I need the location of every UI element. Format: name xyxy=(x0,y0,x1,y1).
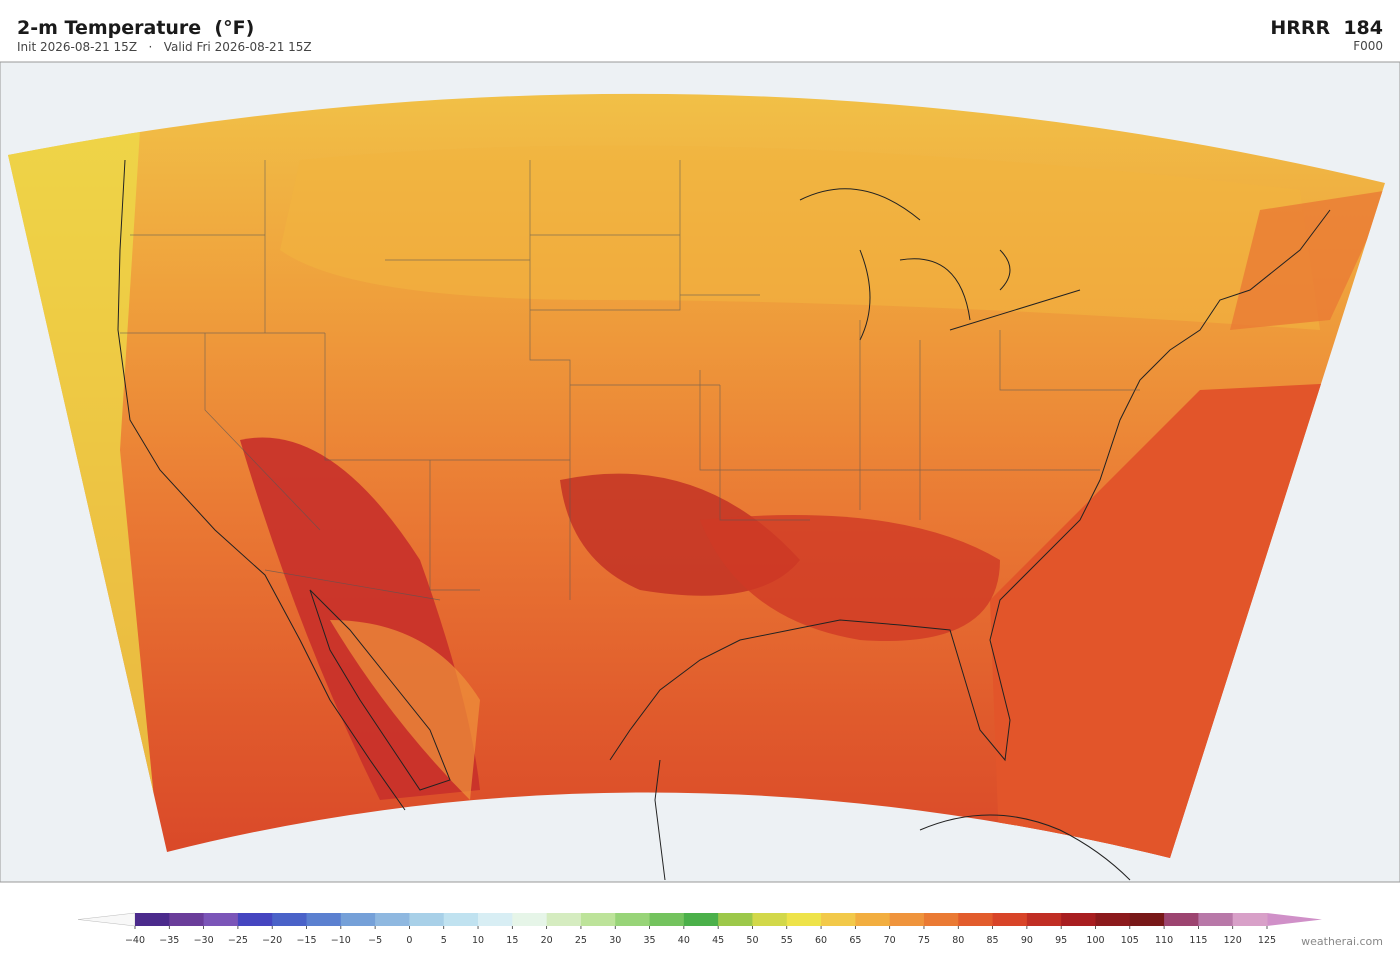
colorbar-bin xyxy=(718,913,753,926)
state-borders xyxy=(120,160,1140,601)
colorbar-bin xyxy=(1198,913,1234,926)
colorbar-under xyxy=(77,912,136,927)
colorbar-tick-label: 50 xyxy=(746,935,758,946)
colorbar-bin xyxy=(1095,913,1131,926)
colorbar-tick-label: 30 xyxy=(609,935,621,946)
title: 2-m Temperature (°F) xyxy=(17,17,254,39)
colorbar-over xyxy=(1267,913,1322,926)
colorbar-tick-label: 115 xyxy=(1189,935,1207,946)
colorbar-tick-label: 10 xyxy=(472,935,484,946)
colorbar-tick-label: 90 xyxy=(1021,935,1033,946)
colorbar-tick-label: −5 xyxy=(368,935,382,946)
colorbar-tick-label: 60 xyxy=(815,935,827,946)
colorbar-tick-label: 100 xyxy=(1086,935,1104,946)
colorbar-bin xyxy=(1164,913,1199,926)
colorbar-bin xyxy=(958,913,994,926)
colorbar-bin xyxy=(649,913,685,926)
colorbar-bin xyxy=(237,913,273,926)
coastlines xyxy=(117,159,1331,881)
colorbar-bin xyxy=(786,913,822,926)
colorbar-tick-label: 85 xyxy=(987,935,999,946)
colorbar-bin xyxy=(135,913,170,926)
colorbar-bin xyxy=(306,913,342,926)
colorbar-tick-label: 25 xyxy=(575,935,587,946)
colorbar-bin xyxy=(203,913,239,926)
colorbar-bin xyxy=(615,913,651,926)
colorbar-tick-label: 110 xyxy=(1155,935,1173,946)
forecast-hour: F000 xyxy=(1353,39,1383,53)
colorbar-tick-label: 40 xyxy=(678,935,690,946)
colorbar-bin xyxy=(1129,913,1165,926)
colorbar-bin xyxy=(409,913,445,926)
colorbar-tick-label: −10 xyxy=(331,935,351,946)
map xyxy=(0,61,1400,883)
colorbar-bin xyxy=(375,913,410,926)
colorbar-bin xyxy=(1026,913,1062,926)
colorbar-bin xyxy=(752,913,788,926)
colorbar-tick-label: −25 xyxy=(228,935,248,946)
colorbar-tick-label: 80 xyxy=(952,935,964,946)
colorbar-tick-label: 105 xyxy=(1121,935,1139,946)
colorbar-bin xyxy=(272,913,308,926)
colorbar-bin xyxy=(1232,913,1268,926)
colorbar-tick-label: −15 xyxy=(296,935,316,946)
colorbar-bin xyxy=(512,913,548,926)
colorbar-tick-label: 120 xyxy=(1224,935,1242,946)
colorbar-bin xyxy=(580,913,616,926)
colorbar-bin xyxy=(169,913,205,926)
colorbar-tick-label: 65 xyxy=(849,935,861,946)
credit: weatherai.com xyxy=(1301,935,1383,948)
colorbar-bin xyxy=(683,913,719,926)
colorbar-bin xyxy=(546,913,582,926)
colorbar-tick-label: 45 xyxy=(712,935,724,946)
colorbar-bin xyxy=(821,913,856,926)
colorbar-bin xyxy=(478,913,513,926)
colorbar-bin xyxy=(889,913,925,926)
colorbar-tick-label: 75 xyxy=(918,935,930,946)
colorbar-bin xyxy=(1061,913,1096,926)
colorbar-tick-label: −40 xyxy=(125,935,145,946)
colorbar-tick-label: 5 xyxy=(441,935,447,946)
colorbar-tick-label: 35 xyxy=(643,935,655,946)
colorbar-bin xyxy=(923,913,959,926)
colorbar-bin xyxy=(340,913,376,926)
colorbar-bin xyxy=(992,913,1028,926)
colorbar-bin xyxy=(443,913,479,926)
model-label: HRRR 184 xyxy=(1270,17,1383,39)
temperature-field xyxy=(8,93,1385,858)
colorbar-tick-label: −20 xyxy=(262,935,282,946)
colorbar-tick-label: 20 xyxy=(541,935,553,946)
colorbar: −40 −35 −30 −25 −20 −15 −10 −5 0 5 10 15 20 25 30 35 40 4… xyxy=(77,912,1322,946)
colorbar-bin xyxy=(855,913,891,926)
colorbar-tick-label: 55 xyxy=(781,935,793,946)
colorbar-tick-label: −35 xyxy=(159,935,179,946)
subtitle: Init 2026-08-21 15Z · Valid Fri 2026-08-… xyxy=(17,40,312,54)
colorbar-tick-label: 0 xyxy=(406,935,412,946)
colorbar-tick-label: 95 xyxy=(1055,935,1067,946)
colorbar-tick-label: 70 xyxy=(884,935,896,946)
colorbar-tick-label: −30 xyxy=(194,935,214,946)
colorbar-tick-label: 125 xyxy=(1258,935,1276,946)
colorbar-tick-label: 15 xyxy=(506,935,518,946)
